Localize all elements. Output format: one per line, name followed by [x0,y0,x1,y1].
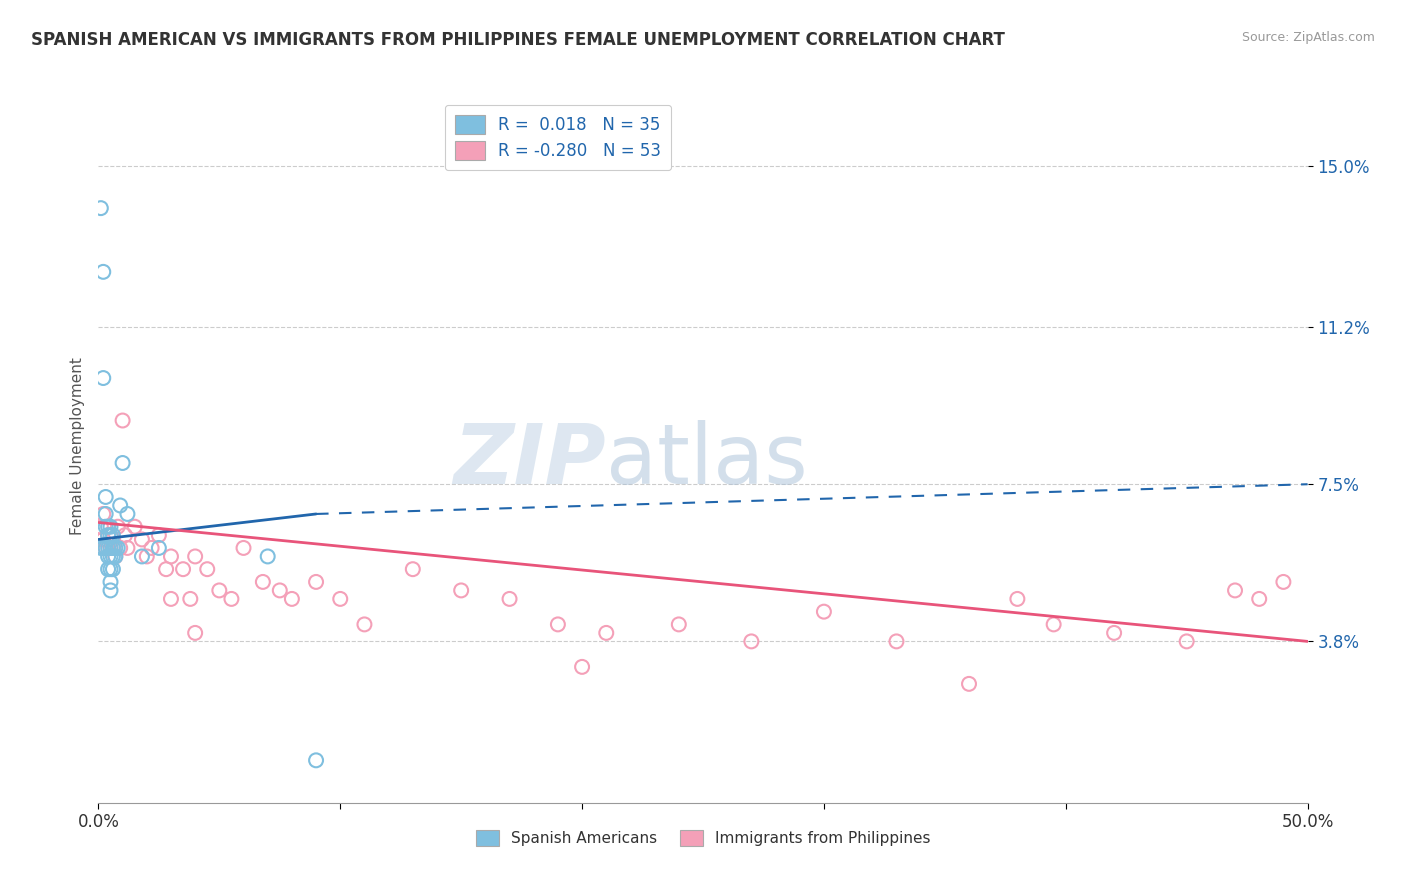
Point [91,533,114,547]
Point [1223,583,1246,598]
Point [100,541,122,555]
Point [450,583,472,598]
Point [740,634,762,648]
Point [172,562,194,576]
Point [107,541,129,555]
Text: ZIP: ZIP [454,420,606,500]
Point [117,507,139,521]
Point [94,490,117,504]
Point [595,626,617,640]
Point [90,519,112,533]
Point [305,753,328,767]
Point [668,617,690,632]
Point [221,591,243,606]
Point [91,541,114,555]
Point [124,519,146,533]
Point [94,519,117,533]
Point [160,591,183,606]
Point [107,519,129,533]
Point [252,574,274,589]
Point [94,507,117,521]
Point [97,562,120,576]
Point [114,528,136,542]
Point [1175,634,1198,648]
Legend: Spanish Americans, Immigrants from Philippines: Spanish Americans, Immigrants from Phili… [470,824,936,852]
Point [547,617,569,632]
Point [160,549,183,564]
Point [90,541,112,555]
Point [281,591,304,606]
Point [184,549,207,564]
Point [100,574,122,589]
Point [97,541,120,555]
Point [131,533,153,547]
Point [813,605,835,619]
Point [957,677,980,691]
Point [1042,617,1064,632]
Point [155,562,177,576]
Point [269,583,291,598]
Point [104,549,127,564]
Point [571,660,593,674]
Text: atlas: atlas [606,420,808,500]
Point [94,541,117,555]
Text: SPANISH AMERICAN VS IMMIGRANTS FROM PHILIPPINES FEMALE UNEMPLOYMENT CORRELATION : SPANISH AMERICAN VS IMMIGRANTS FROM PHIL… [31,31,1005,49]
Text: Source: ZipAtlas.com: Source: ZipAtlas.com [1241,31,1375,45]
Point [108,541,131,555]
Point [111,413,134,427]
Point [90,201,112,215]
Point [135,549,157,564]
Point [148,528,170,542]
Point [329,591,352,606]
Point [111,456,134,470]
Point [97,528,120,542]
Point [498,591,520,606]
Point [232,541,254,555]
Point [141,541,163,555]
Point [97,549,120,564]
Point [104,549,127,564]
Point [101,541,124,555]
Point [195,562,218,576]
Point [101,528,124,542]
Point [100,528,122,542]
Point [886,634,908,648]
Point [101,533,124,547]
Point [100,519,122,533]
Point [91,371,114,385]
Point [131,549,153,564]
Point [100,562,122,576]
Point [256,549,278,564]
Point [402,562,425,576]
Point [108,499,131,513]
Point [179,591,201,606]
Point [1272,574,1295,589]
Point [97,519,120,533]
Point [100,549,122,564]
Point [94,541,117,555]
Point [208,583,231,598]
Point [101,562,124,576]
Point [91,507,114,521]
Point [100,541,122,555]
Point [104,541,127,555]
Point [101,549,124,564]
Point [1249,591,1271,606]
Point [184,626,207,640]
Point [100,583,122,598]
Point [91,265,114,279]
Point [148,541,170,555]
Point [1102,626,1125,640]
Point [117,541,139,555]
Point [97,528,120,542]
Point [305,574,328,589]
Y-axis label: Female Unemployment: Female Unemployment [69,357,84,535]
Point [353,617,375,632]
Point [1007,591,1029,606]
